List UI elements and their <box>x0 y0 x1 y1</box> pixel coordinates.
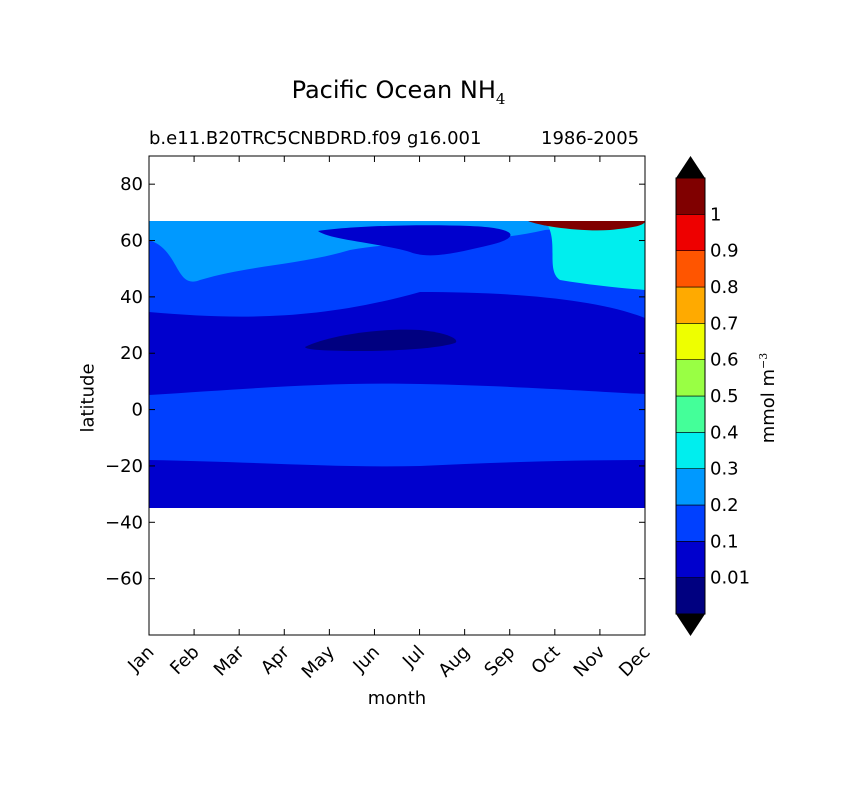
colorbar-tick-label: 0.5 <box>710 386 739 407</box>
colorbar-tick-label: 0.6 <box>710 350 739 371</box>
x-axis-label: month <box>367 688 427 709</box>
x-tick-label: Jul <box>398 642 429 673</box>
y-tick-label: 40 <box>120 287 143 308</box>
colorbar-swatch <box>675 359 706 397</box>
colorbar-tick-label: 0.7 <box>710 313 739 334</box>
contour-region-equatorial-band <box>149 383 645 467</box>
contour-region-fall-bloom-high-lat <box>545 221 645 290</box>
x-tick-label: Apr <box>257 641 294 678</box>
colorbar-swatch <box>675 395 706 433</box>
colorbar-swatch <box>675 214 706 251</box>
colorbar: 0.01 0.1 0.2 0.3 0.4 0.5 0.6 0.7 0.8 0.9 1 <box>675 156 750 636</box>
contour-region-subtropical-minimum <box>305 329 457 351</box>
colorbar-tick-label: 0.01 <box>710 568 750 589</box>
colorbar-tick-label: 0.2 <box>710 495 739 516</box>
colorbar-swatch <box>675 468 706 506</box>
colorbar-swatch <box>675 323 706 360</box>
x-tick-label: Oct <box>527 642 564 679</box>
contour-region-fall-peak <box>528 221 645 231</box>
contour-region-summer-min-high-lat <box>318 225 511 256</box>
colorbar-swatch <box>675 177 706 215</box>
y-tick-label: −40 <box>105 512 143 533</box>
contour-region-subpolar-band <box>149 221 645 282</box>
colorbar-swatch <box>675 432 706 469</box>
x-tick-label: Aug <box>434 642 474 682</box>
x-tick-label: May <box>298 641 339 682</box>
colorbar-tick-label: 1 <box>710 204 721 225</box>
y-tick-label: −60 <box>105 569 143 590</box>
x-tick-label: Jun <box>349 642 384 677</box>
x-tick-label: Mar <box>210 641 249 680</box>
y-tick-label: 0 <box>132 400 143 421</box>
colorbar-swatch <box>675 250 706 288</box>
x-tick-label: Nov <box>570 641 610 681</box>
y-axis: 80 60 40 20 0 −20 −40 −60 <box>105 174 645 590</box>
colorbar-frame <box>675 177 706 615</box>
colorbar-swatch <box>675 286 706 324</box>
colorbar-tick-label: 0.1 <box>710 531 739 552</box>
colorbar-swatch <box>675 577 706 615</box>
x-tick-label: Feb <box>166 642 203 679</box>
colorbar-swatch <box>675 504 706 542</box>
contour-field <box>149 221 645 508</box>
colorbar-swatch <box>675 541 706 578</box>
chart-title: Pacific Ocean NH4 <box>291 76 506 108</box>
y-tick-label: 20 <box>120 343 143 364</box>
colorbar-tick-label: 0.9 <box>710 241 739 262</box>
chart-subtitle-case: b.e11.B20TRC5CNBDRD.f09 g16.001 <box>149 128 482 149</box>
y-tick-label: 60 <box>120 231 143 252</box>
colorbar-over-arrow <box>676 156 705 178</box>
chart-subtitle-years: 1986-2005 <box>541 128 640 149</box>
plot-frame <box>148 155 646 636</box>
y-tick-label: −20 <box>105 456 143 477</box>
y-tick-label: 80 <box>120 174 143 195</box>
x-tick-label: Sep <box>480 642 519 681</box>
colorbar-tick-label: 0.3 <box>710 459 739 480</box>
colorbar-under-arrow <box>676 614 705 636</box>
colorbar-tick-label: 0.8 <box>710 277 739 298</box>
colorbar-tick-label: 0.4 <box>710 422 739 443</box>
x-tick-label: Jan <box>123 642 158 677</box>
x-tick-label: Dec <box>615 642 654 681</box>
